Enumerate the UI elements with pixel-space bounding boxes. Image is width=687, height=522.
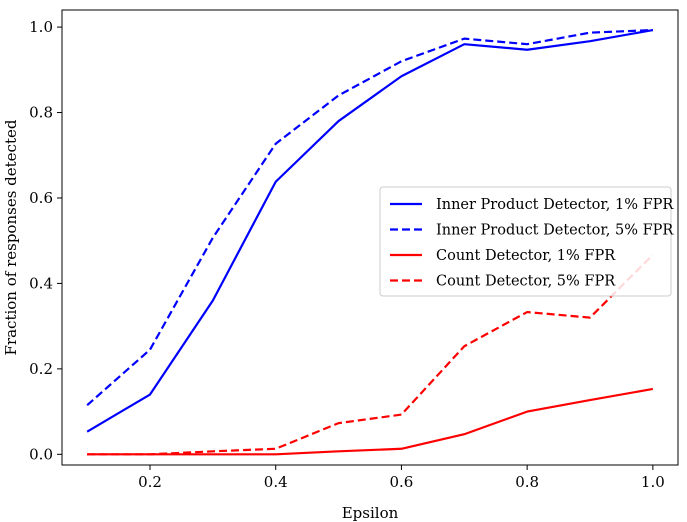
y-axis-label: Fraction of responses detected [2, 119, 20, 355]
y-tick-label: 0.4 [29, 274, 53, 292]
legend-entry: Count Detector, 5% FPR [436, 274, 616, 290]
legend: Inner Product Detector, 1% FPR Inner Prod… [379, 186, 674, 297]
series-line-2 [86, 28, 653, 407]
y-tick-label: 0.2 [29, 360, 53, 378]
x-axis-label: Epsilon [342, 504, 399, 522]
y-tick-label: 0.8 [29, 104, 53, 122]
x-tick-label: 0.2 [138, 473, 162, 491]
y-tick-label: 0.0 [29, 445, 53, 463]
plot-frame [61, 9, 679, 466]
y-tick-label: 0.6 [29, 189, 53, 207]
x-tick-label: 0.8 [515, 473, 539, 491]
series-line-4 [87, 254, 654, 456]
x-tick-label: 1.0 [641, 473, 665, 491]
legend-entry: Count Detector, 1% FPR [436, 248, 616, 264]
x-tick-label: 0.6 [389, 473, 413, 491]
legend-entry: Inner Product Detector, 1% FPR [436, 197, 674, 213]
series-line-3 [87, 387, 654, 456]
legend-entry: Inner Product Detector, 5% FPR [436, 223, 674, 239]
y-tick-label: 1.0 [29, 18, 53, 36]
x-tick-label: 0.4 [264, 473, 288, 491]
x-axis: 0.2 0.4 0.6 0.8 1.0 [138, 465, 665, 491]
legend-box [379, 186, 672, 297]
y-axis: 0.0 0.2 0.4 0.6 0.8 1.0 [29, 18, 62, 463]
series-layer [86, 28, 654, 456]
series-line-1 [86, 28, 654, 433]
